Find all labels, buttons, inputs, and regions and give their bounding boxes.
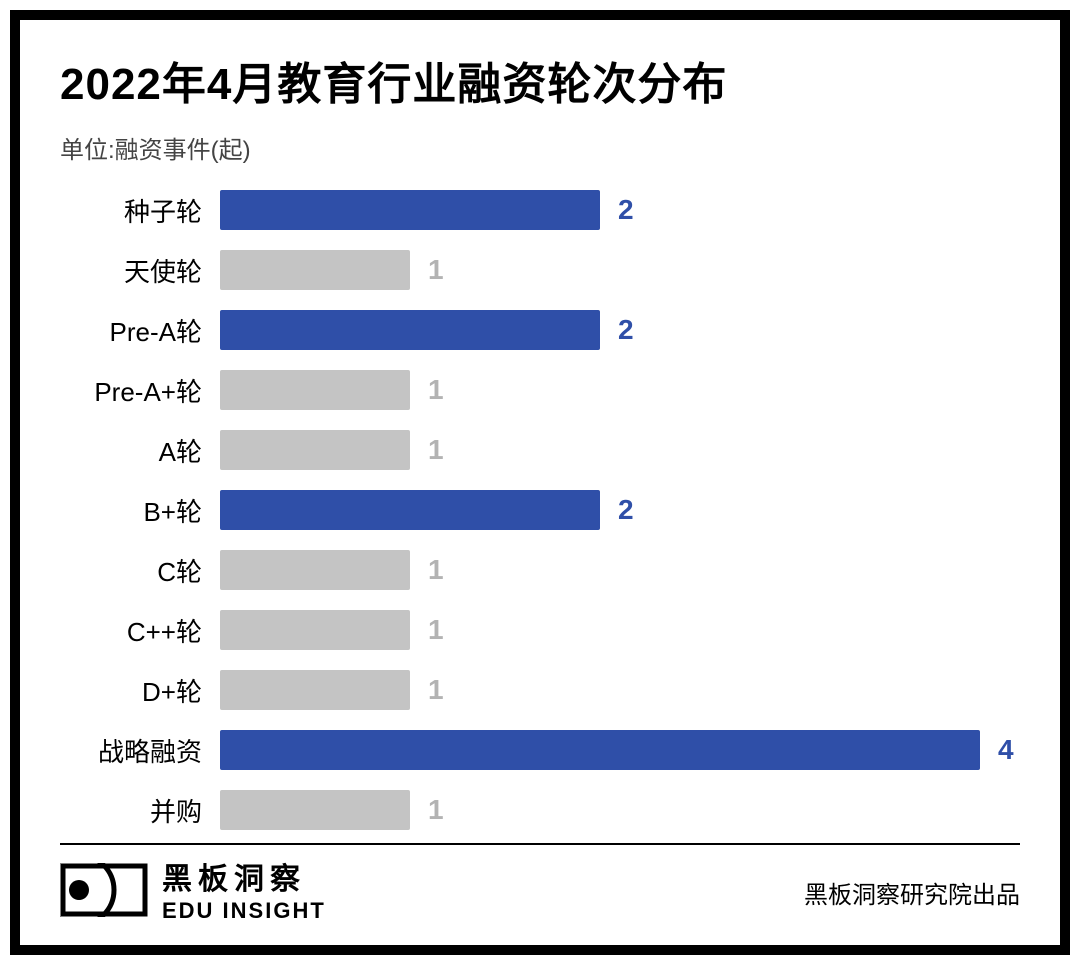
bar (220, 490, 600, 530)
bar-track: 1 (220, 610, 1020, 650)
bar (220, 250, 410, 290)
bar-track: 1 (220, 670, 1020, 710)
bar-track: 1 (220, 250, 1020, 290)
brand-text: 黑板洞察 EDU INSIGHT (162, 863, 326, 923)
bar-row: Pre-A轮 2 (60, 307, 1020, 353)
category-label: C轮 (60, 552, 220, 589)
bar (220, 310, 600, 350)
value-label: 1 (428, 614, 444, 646)
value-label: 1 (428, 374, 444, 406)
bar (220, 370, 410, 410)
value-label: 1 (428, 434, 444, 466)
bar-track: 2 (220, 310, 1020, 350)
bar-row: 天使轮 1 (60, 247, 1020, 293)
brand-logo: 黑板洞察 EDU INSIGHT (60, 863, 326, 923)
value-label: 2 (618, 194, 634, 226)
credit-text: 黑板洞察研究院出品 (804, 875, 1020, 910)
value-label: 1 (428, 554, 444, 586)
chart-subtitle: 单位:融资事件(起) (60, 130, 1020, 165)
bar (220, 610, 410, 650)
category-label: B+轮 (60, 492, 220, 529)
bar-chart: 种子轮2天使轮1Pre-A轮2Pre-A+轮1A轮1B+轮2C轮1C++轮1D+… (60, 187, 1020, 833)
bar-row: D+轮 1 (60, 667, 1020, 713)
category-label: Pre-A+轮 (60, 372, 220, 409)
category-label: 天使轮 (60, 252, 220, 289)
value-label: 2 (618, 314, 634, 346)
bar-row: C++轮 1 (60, 607, 1020, 653)
bar-row: 战略融资 4 (60, 727, 1020, 773)
bar-track: 1 (220, 790, 1020, 830)
value-label: 4 (998, 734, 1014, 766)
chart-title: 2022年4月教育行业融资轮次分布 (60, 48, 1020, 112)
category-label: Pre-A轮 (60, 312, 220, 349)
bar-row: Pre-A+轮 1 (60, 367, 1020, 413)
bar-row: 并购 1 (60, 787, 1020, 833)
bar (220, 550, 410, 590)
bar (220, 190, 600, 230)
footer: 黑板洞察 EDU INSIGHT 黑板洞察研究院出品 (60, 843, 1020, 923)
eye-icon (60, 863, 148, 922)
value-label: 1 (428, 674, 444, 706)
bar-track: 1 (220, 370, 1020, 410)
brand-name-cn: 黑板洞察 (162, 863, 326, 898)
bar-row: 种子轮 2 (60, 187, 1020, 233)
category-label: 战略融资 (60, 732, 220, 769)
brand-name-en: EDU INSIGHT (162, 898, 326, 923)
bar (220, 430, 410, 470)
value-label: 2 (618, 494, 634, 526)
value-label: 1 (428, 254, 444, 286)
bar-row: A轮 1 (60, 427, 1020, 473)
bar-track: 2 (220, 490, 1020, 530)
bar-track: 1 (220, 550, 1020, 590)
category-label: A轮 (60, 432, 220, 469)
bar (220, 670, 410, 710)
category-label: C++轮 (60, 612, 220, 649)
bar-track: 4 (220, 730, 1020, 770)
bar-row: B+轮 2 (60, 487, 1020, 533)
value-label: 1 (428, 794, 444, 826)
bar-track: 2 (220, 190, 1020, 230)
chart-frame: 2022年4月教育行业融资轮次分布 单位:融资事件(起) 种子轮2天使轮1Pre… (10, 10, 1070, 955)
category-label: 并购 (60, 792, 220, 829)
bar-row: C轮 1 (60, 547, 1020, 593)
category-label: D+轮 (60, 672, 220, 709)
category-label: 种子轮 (60, 192, 220, 229)
bar-track: 1 (220, 430, 1020, 470)
bar (220, 730, 980, 770)
bar (220, 790, 410, 830)
